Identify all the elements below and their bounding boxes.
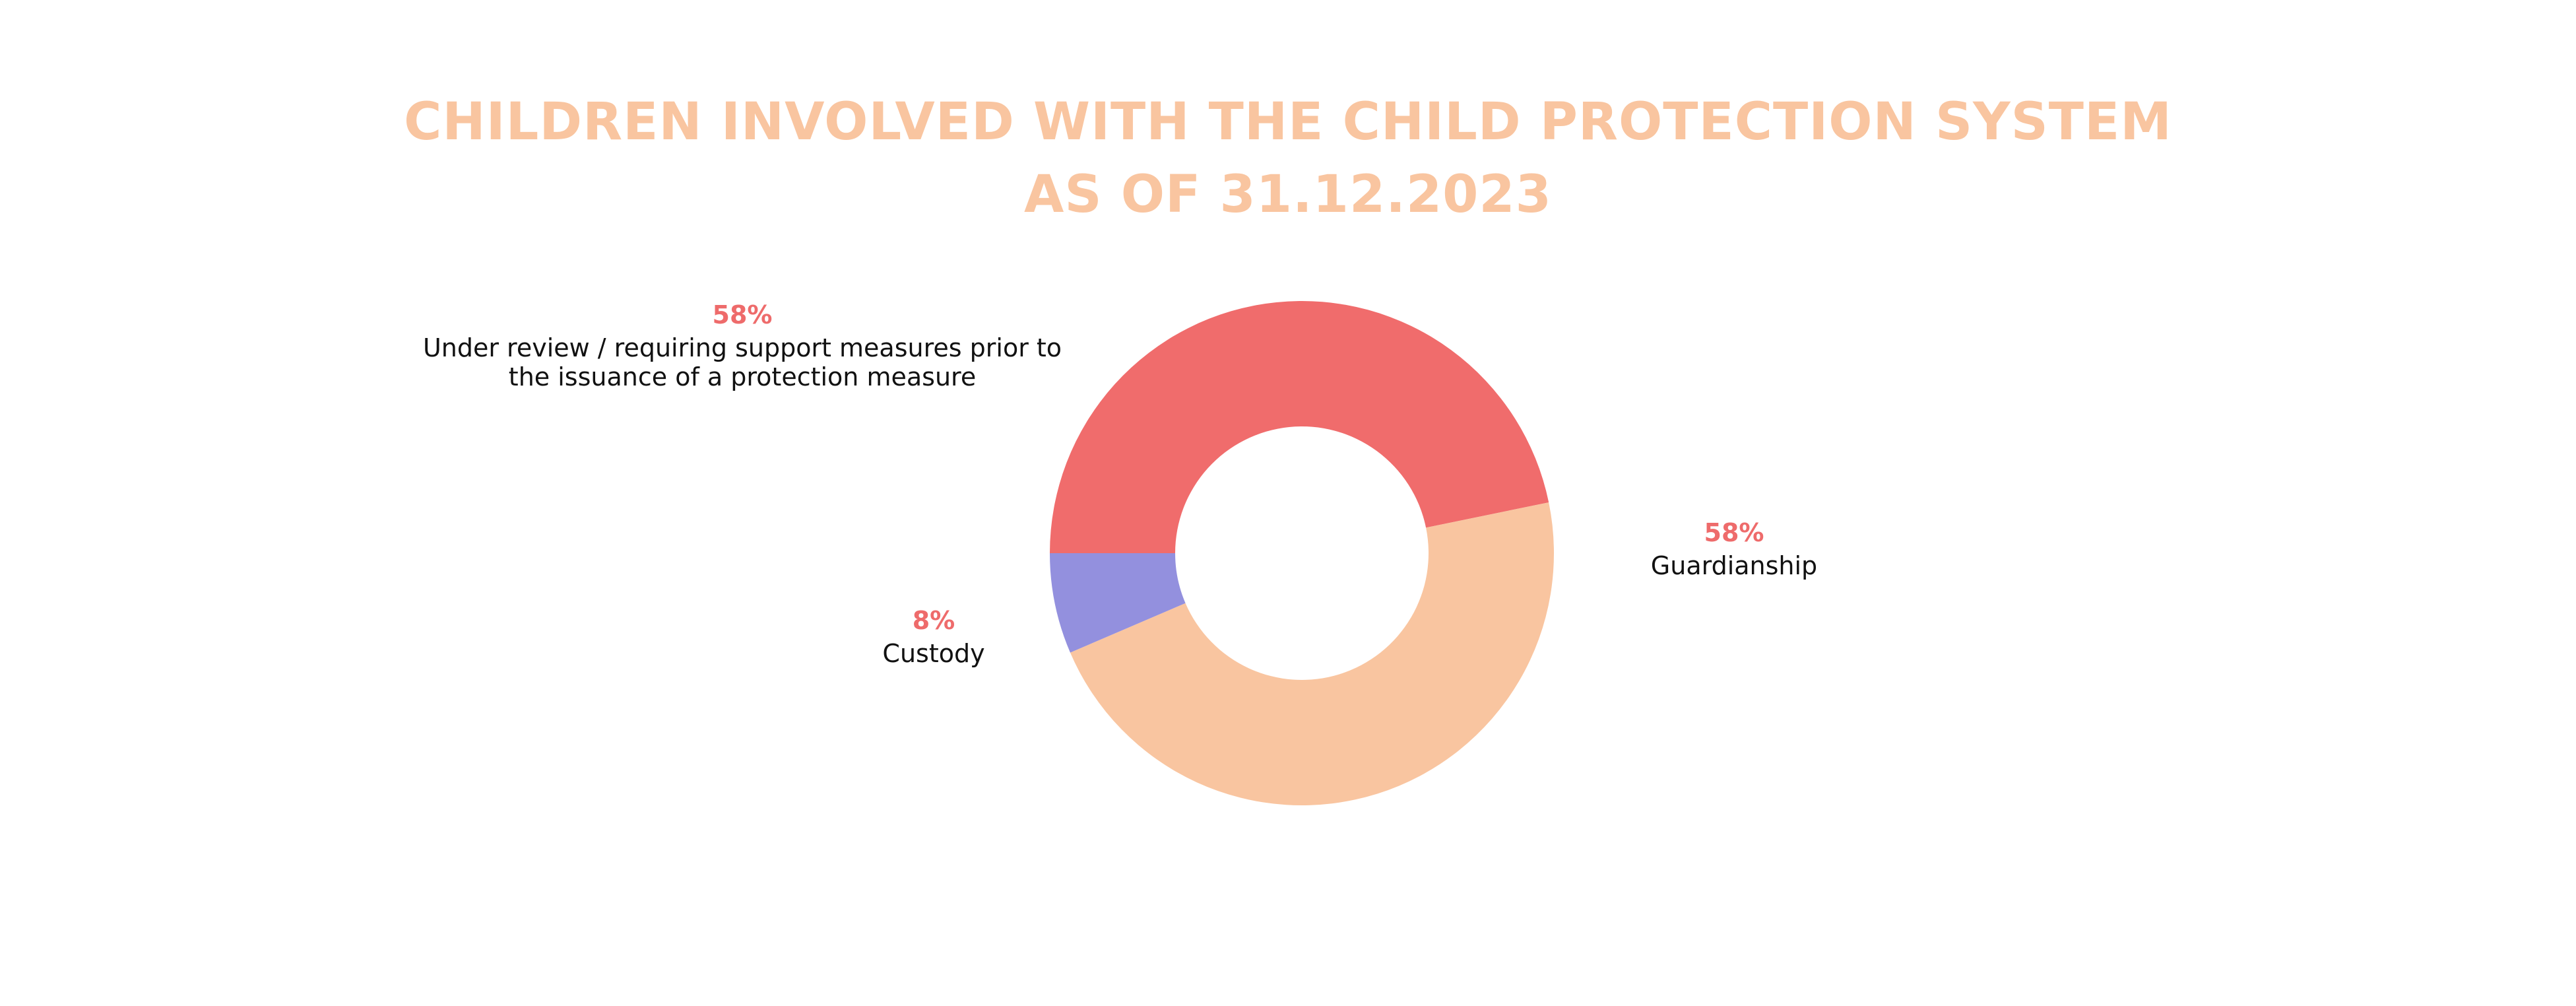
slice-label: 8% Custody [736,606,1132,668]
slice [1050,300,1549,553]
slice [1070,502,1554,806]
title-line: AS OF 31.12.2023 [1024,165,1552,224]
slice-label: 58% Guardianship [1536,518,1932,580]
title-line: CHILDREN INVOLVED WITH THE CHILD PROTECT… [404,92,2172,152]
category-label: Custody [882,639,985,668]
value-label: 58% [1704,518,1764,547]
chart-title: CHILDREN INVOLVED WITH THE CHILD PROTECT… [0,86,2576,231]
value-label: 58% [712,300,773,329]
slice [1050,553,1186,653]
category-label: Under review / requiring support measure… [422,333,1062,391]
slice-label: 58% Under review / requiring support meas… [412,300,1072,391]
category-label: Guardianship [1650,551,1818,580]
value-label: 8% [912,606,955,635]
